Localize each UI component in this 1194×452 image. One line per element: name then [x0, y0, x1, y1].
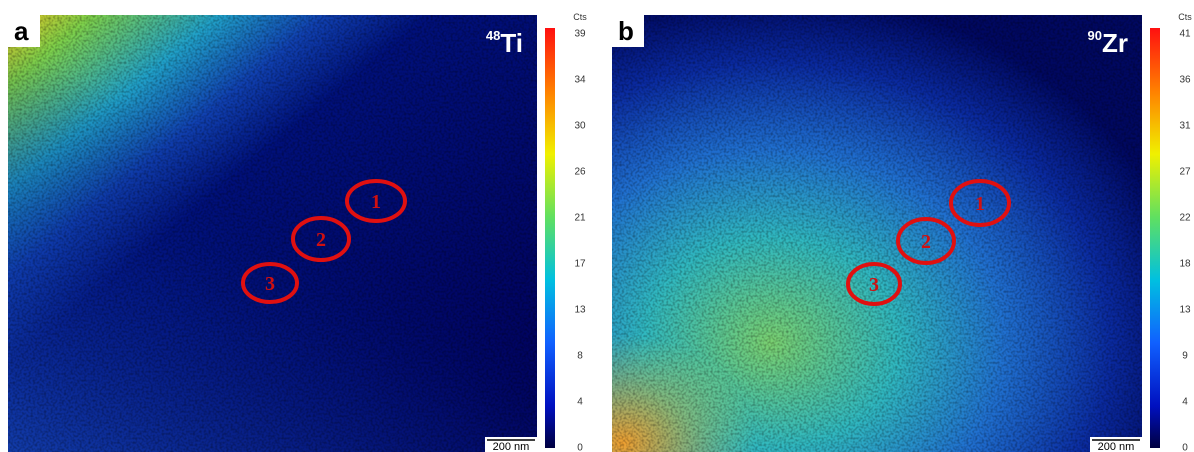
- marker-circle: [896, 217, 956, 265]
- colorbar-tick: 21: [574, 213, 586, 224]
- colorbar-tick: 4: [577, 397, 583, 408]
- scale-bar-label: 200 nm: [493, 441, 530, 452]
- colorbar-tick: 26: [574, 167, 586, 178]
- colorbar-tick: 39: [574, 29, 586, 40]
- mass-number: 90: [1088, 28, 1102, 43]
- colorbar-tick: 22: [1179, 213, 1191, 224]
- scale-bar-label: 200 nm: [1098, 441, 1135, 452]
- colorbar-tick: 4: [1182, 397, 1188, 408]
- panel-b-image: [612, 15, 1142, 452]
- colorbar-tick: 13: [574, 305, 586, 316]
- colorbar-tick: 8: [577, 351, 583, 362]
- colorbar-tick: 0: [577, 443, 583, 452]
- panel-label: a: [14, 16, 29, 46]
- colorbar-unit: Cts: [1178, 12, 1192, 22]
- marker-circle: [345, 179, 407, 223]
- colorbar: [545, 28, 555, 448]
- mass-number: 48: [486, 28, 500, 43]
- panel-label: b: [618, 16, 634, 46]
- colorbar-tick: 9: [1182, 351, 1188, 362]
- element-symbol: Ti: [500, 28, 523, 58]
- element-label: 48Ti: [486, 28, 523, 58]
- colorbar-tick: 27: [1179, 167, 1191, 178]
- panel-a-image: [8, 15, 537, 452]
- colorbar-tick: 34: [574, 75, 586, 86]
- marker-label: 2: [921, 231, 931, 253]
- colorbar-tick: 17: [574, 259, 586, 270]
- colorbar: [1150, 28, 1160, 448]
- colorbar-unit: Cts: [573, 12, 587, 22]
- label-box: [612, 15, 644, 47]
- colorbar-tick: 36: [1179, 75, 1191, 86]
- marker-circle: [291, 216, 351, 262]
- marker-label: 3: [869, 274, 879, 296]
- colorbar-tick: 31: [1179, 121, 1191, 132]
- colorbar-tick: 13: [1179, 305, 1191, 316]
- element-label: 90Zr: [1088, 28, 1128, 58]
- colorbar-tick: 41: [1179, 29, 1191, 40]
- marker-label: 3: [265, 273, 275, 295]
- label-box: [8, 15, 40, 47]
- marker-label: 2: [316, 229, 326, 251]
- colorbar-tick: 30: [574, 121, 586, 132]
- colorbar-tick: 0: [1182, 443, 1188, 452]
- marker-label: 1: [975, 193, 985, 215]
- colorbar-tick: 18: [1179, 259, 1191, 270]
- marker-circle: [949, 179, 1011, 227]
- element-symbol: Zr: [1102, 28, 1128, 58]
- marker-circle: [846, 262, 902, 306]
- marker-circle: [241, 262, 299, 304]
- marker-label: 1: [371, 191, 381, 213]
